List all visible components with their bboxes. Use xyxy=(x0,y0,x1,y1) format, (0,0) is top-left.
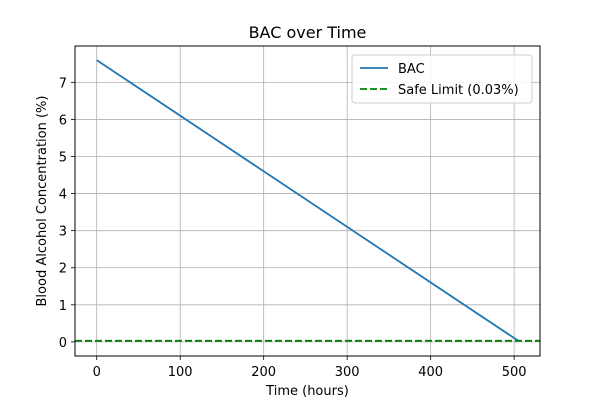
y-tick-label-2: 2 xyxy=(59,262,67,277)
legend: BAC Safe Limit (0.03%) xyxy=(351,54,533,104)
y-tick-label-7: 7 xyxy=(59,76,67,91)
series-bac-line xyxy=(96,59,519,342)
x-tick-label-2: 200 xyxy=(251,365,276,380)
series-layer xyxy=(75,59,540,342)
y-tick-label-1: 1 xyxy=(59,299,67,314)
plot-frame xyxy=(74,45,541,357)
y-tick-label-4: 4 xyxy=(59,188,67,203)
y-axis-label: Blood Alcohol Concentration (%) xyxy=(35,96,50,307)
legend-label-0: BAC xyxy=(398,62,425,77)
x-axis-ticks: 0 100 200 300 400 500 xyxy=(93,356,527,380)
x-tick-label-1: 100 xyxy=(168,365,193,380)
y-tick-label-5: 5 xyxy=(59,151,67,166)
x-tick-label-0: 0 xyxy=(93,365,101,380)
y-tick-label-0: 0 xyxy=(59,336,67,351)
x-tick-label-3: 300 xyxy=(335,365,360,380)
x-tick-label-5: 500 xyxy=(502,365,527,380)
y-axis-ticks: 0 1 2 3 4 5 6 7 xyxy=(59,76,75,351)
legend-label-1: Safe Limit (0.03%) xyxy=(398,83,519,98)
chart-title: BAC over Time xyxy=(249,23,367,42)
y-tick-label-3: 3 xyxy=(59,225,67,240)
grid xyxy=(75,46,540,356)
x-axis-label: Time (hours) xyxy=(265,384,349,399)
x-tick-label-4: 400 xyxy=(418,365,443,380)
legend-box xyxy=(351,54,533,104)
y-tick-label-6: 6 xyxy=(59,113,67,128)
